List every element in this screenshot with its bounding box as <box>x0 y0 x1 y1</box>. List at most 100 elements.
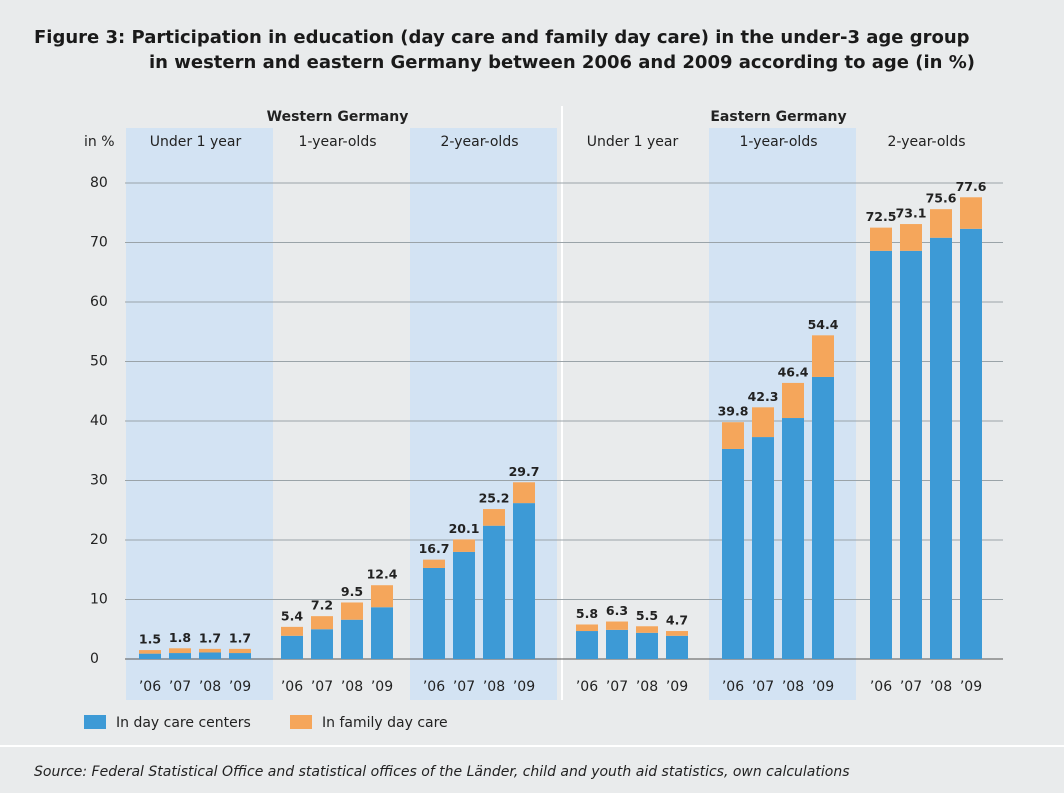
bar-segment <box>960 197 982 229</box>
value-label: 77.6 <box>956 179 987 194</box>
bar-segment <box>483 509 505 526</box>
legend-label: In day care centers <box>116 715 251 731</box>
value-label: 75.6 <box>926 191 957 206</box>
bar-segment <box>281 635 303 659</box>
x-tick-label: ’07 <box>169 679 191 695</box>
value-label: 5.4 <box>281 608 303 623</box>
bar-segment <box>576 631 598 659</box>
value-label: 46.4 <box>778 364 809 379</box>
bar-segment <box>960 228 982 659</box>
bar-segment <box>900 250 922 659</box>
bar-segment <box>722 422 744 449</box>
bar-segment <box>199 648 221 653</box>
bar-segment <box>513 482 535 504</box>
group-band <box>126 128 273 700</box>
bar-segment <box>371 585 393 608</box>
bar-segment <box>311 629 333 659</box>
bar-segment <box>483 525 505 659</box>
value-label: 54.4 <box>808 317 839 332</box>
x-tick-label: ’09 <box>371 679 393 695</box>
x-tick-label: ’06 <box>576 679 598 695</box>
bar-segment <box>752 407 774 438</box>
bar-segment <box>169 653 191 659</box>
bar-segment <box>371 607 393 659</box>
bar-segment <box>453 539 475 552</box>
bar-segment <box>576 624 598 632</box>
bar-segment <box>870 227 892 251</box>
x-tick-label: ’09 <box>812 679 834 695</box>
x-tick-label: ’06 <box>281 679 303 695</box>
group-label: Under 1 year <box>587 134 679 150</box>
y-tick-label: 80 <box>90 175 108 191</box>
bar-segment <box>199 652 221 659</box>
x-tick-label: ’09 <box>229 679 251 695</box>
bar-segment <box>229 648 251 654</box>
source: Source: Federal Statistical Office and s… <box>34 764 850 780</box>
bar-segment <box>311 616 333 630</box>
bar-segment <box>636 632 658 659</box>
chart-title: in western and eastern Germany between 2… <box>149 52 975 73</box>
bar-segment <box>812 335 834 377</box>
bar-segment <box>513 503 535 659</box>
value-label: 72.5 <box>866 209 897 224</box>
bar-segment <box>930 237 952 660</box>
x-tick-label: ’06 <box>870 679 892 695</box>
x-tick-label: ’07 <box>606 679 628 695</box>
y-tick-label: 10 <box>90 592 108 608</box>
x-tick-label: ’08 <box>483 679 505 695</box>
y-tick-label: 0 <box>90 651 99 667</box>
bar-segment <box>139 650 161 654</box>
legend-label: In family day care <box>322 715 448 731</box>
bar-segment <box>606 629 628 659</box>
value-label: 29.7 <box>509 464 540 479</box>
bar-segment <box>722 448 744 659</box>
x-tick-label: ’07 <box>752 679 774 695</box>
bar-segment <box>666 635 688 659</box>
value-label: 73.1 <box>896 206 927 221</box>
x-tick-label: ’09 <box>513 679 535 695</box>
x-tick-label: ’08 <box>930 679 952 695</box>
bar-segment <box>782 382 804 419</box>
bar-segment <box>636 626 658 633</box>
x-tick-label: ’08 <box>199 679 221 695</box>
value-label: 4.7 <box>666 613 688 628</box>
y-tick-label: 40 <box>90 413 108 429</box>
x-tick-label: ’08 <box>636 679 658 695</box>
value-label: 1.5 <box>139 632 161 647</box>
bar-segment <box>281 626 303 636</box>
legend-swatch <box>84 715 106 729</box>
bar-segment <box>229 653 251 659</box>
x-tick-label: ’07 <box>453 679 475 695</box>
value-label: 1.8 <box>169 630 191 645</box>
bar-segment <box>782 418 804 659</box>
value-label: 39.8 <box>718 404 749 419</box>
bar-segment <box>169 648 191 654</box>
bar-segment <box>900 224 922 251</box>
x-tick-label: ’07 <box>900 679 922 695</box>
legend-swatch <box>290 715 312 729</box>
y-tick-label: 70 <box>90 235 108 251</box>
y-tick-label: 50 <box>90 354 108 370</box>
value-label: 16.7 <box>419 541 450 556</box>
value-label: 12.4 <box>367 567 398 582</box>
group-label: 2-year-olds <box>888 134 966 150</box>
bar-segment <box>423 567 445 659</box>
bar-segment <box>423 559 445 568</box>
bar-segment <box>606 621 628 630</box>
region-label: Eastern Germany <box>710 109 846 125</box>
group-label: 1-year-olds <box>740 134 818 150</box>
bar-segment <box>341 619 363 659</box>
x-tick-label: ’09 <box>666 679 688 695</box>
x-tick-label: ’08 <box>782 679 804 695</box>
bar-segment <box>666 631 688 636</box>
bar-segment <box>930 209 952 238</box>
bar-segment <box>453 551 475 659</box>
value-label: 42.3 <box>748 389 779 404</box>
bar-segment <box>752 437 774 659</box>
y-axis-label: in % <box>84 134 115 150</box>
x-tick-label: ’07 <box>311 679 333 695</box>
group-label: 2-year-olds <box>441 134 519 150</box>
chart-title: Figure 3: Participation in education (da… <box>34 27 970 48</box>
y-tick-label: 30 <box>90 473 108 489</box>
